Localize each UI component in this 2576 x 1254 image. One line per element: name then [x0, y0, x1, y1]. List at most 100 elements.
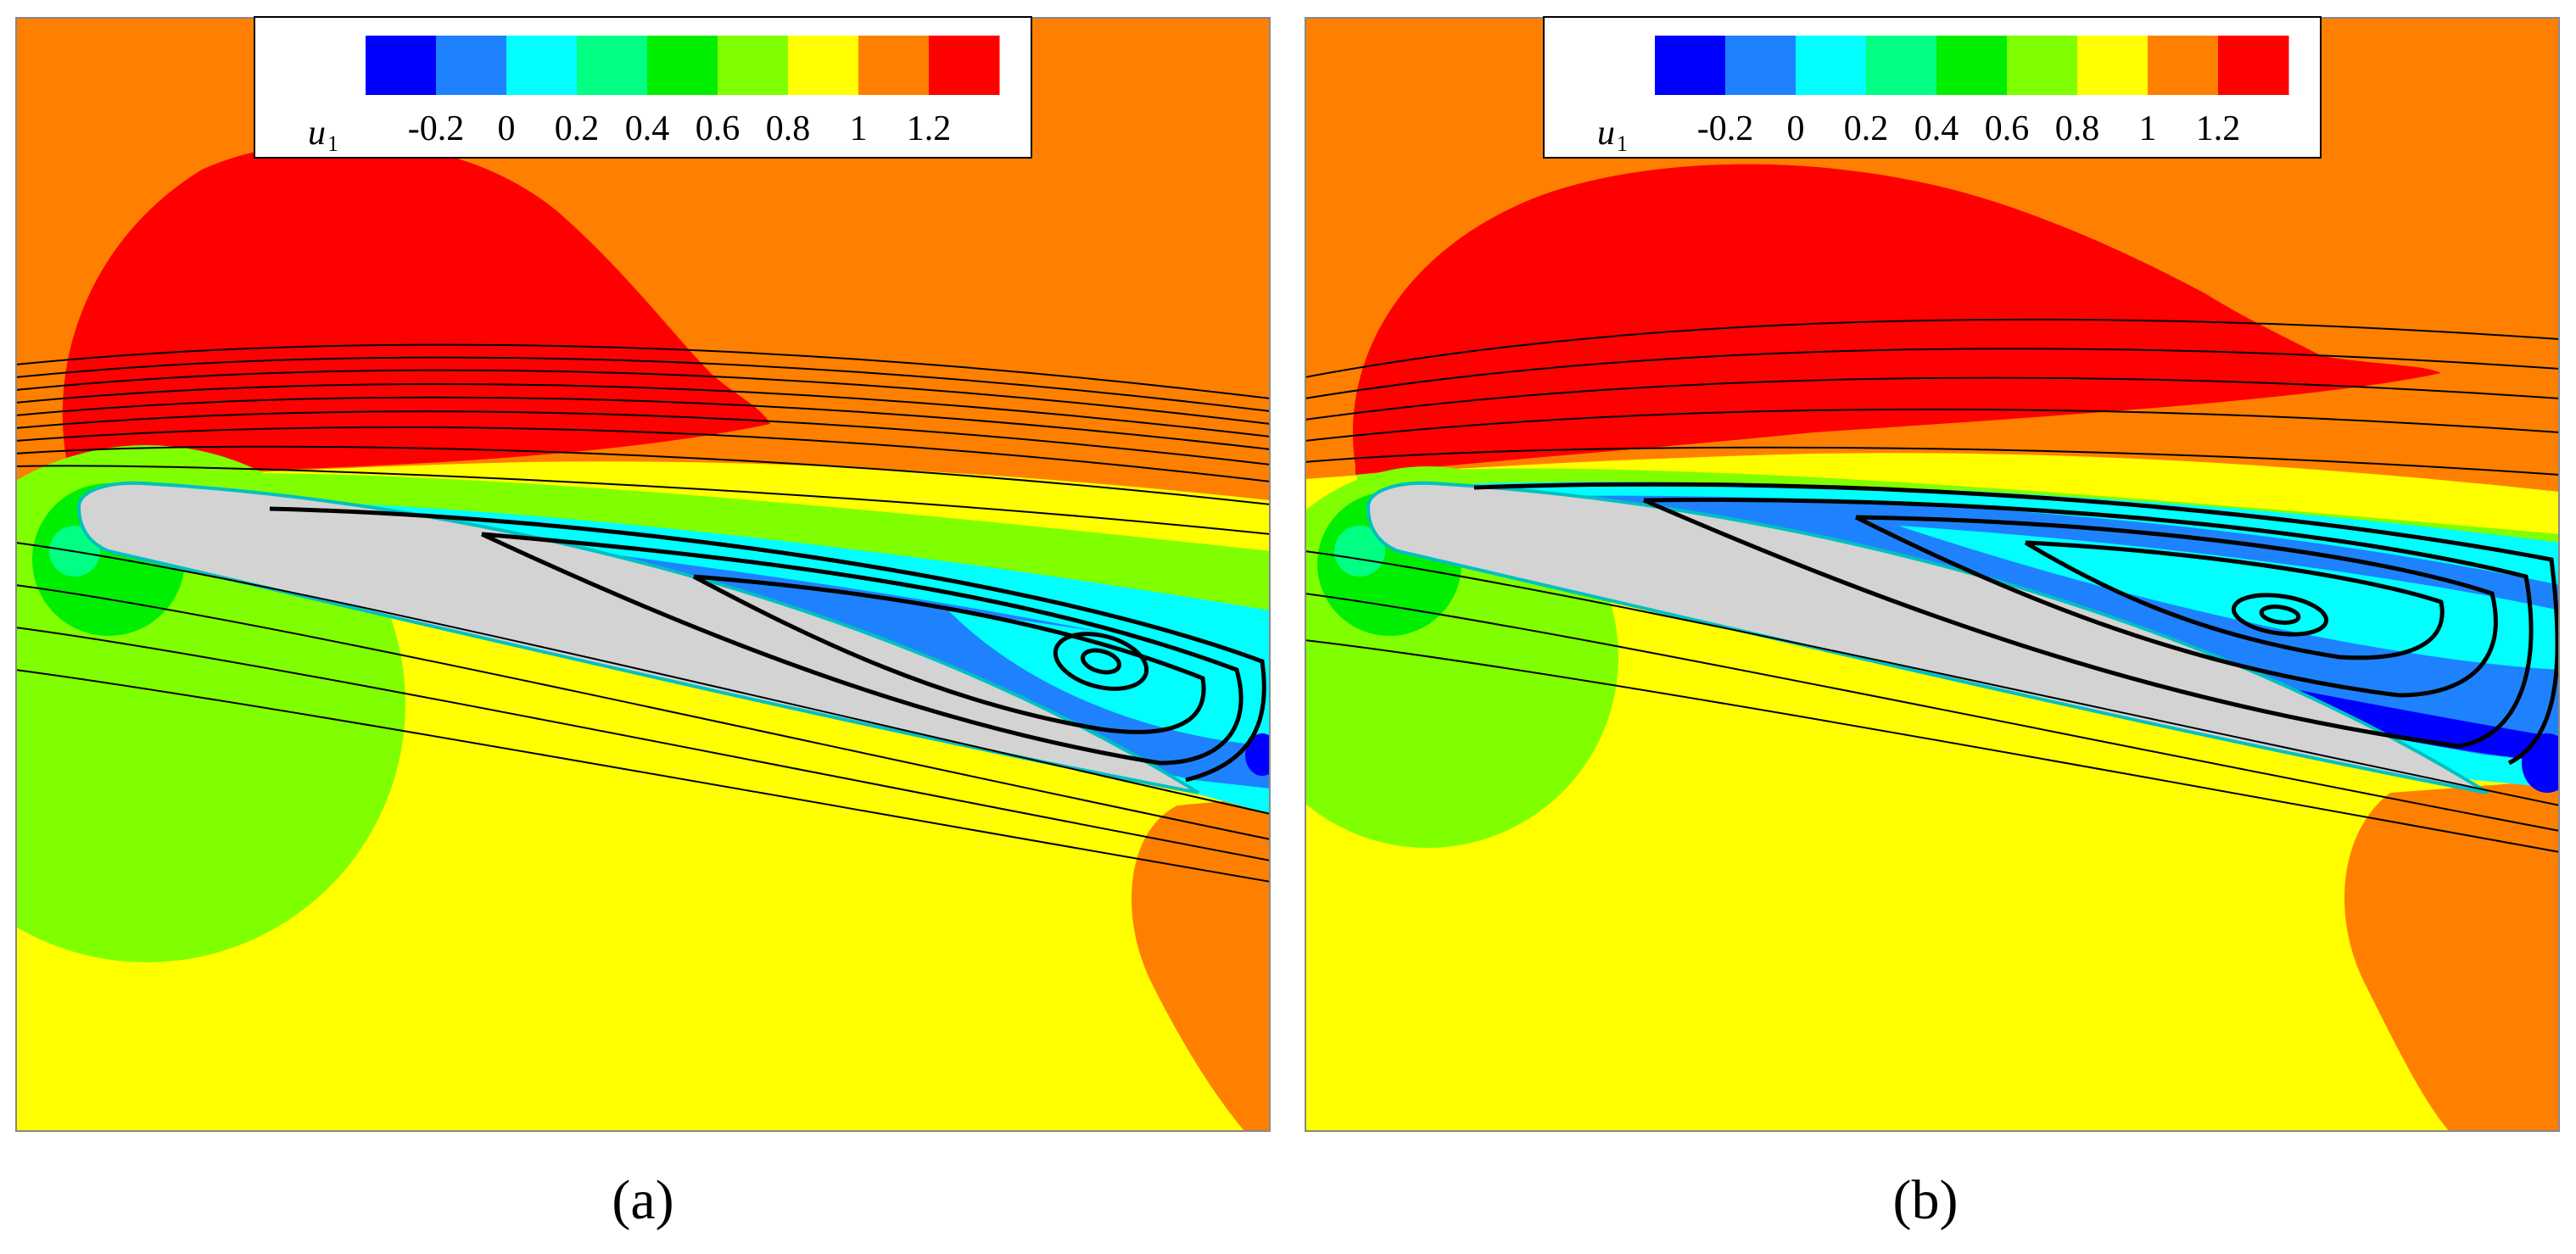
- region-cyan-stagnation: [1334, 526, 1385, 577]
- colorbar-swatch: [647, 36, 718, 95]
- streamline: [1305, 593, 2560, 832]
- caption-a-text: (a): [612, 1169, 674, 1231]
- streamlines-lower: [1305, 550, 2560, 853]
- colorbar-swatch: [2218, 36, 2289, 95]
- colorbar-swatch: [1655, 36, 1726, 95]
- vortex-loop: [269, 506, 1266, 783]
- colorbar-swatch: [788, 36, 859, 95]
- colorbar-tick-label: 1: [2139, 109, 2157, 148]
- region-red-suction: [1352, 164, 2441, 475]
- colorbar-ticks: -0.2 0 0.2 0.4 0.6 0.8 1 1.2: [408, 109, 952, 148]
- streamline: [1305, 348, 2560, 399]
- vortex-loop: [692, 574, 1206, 734]
- colorbar-swatch: [2148, 36, 2219, 95]
- vortex-streamlines: [269, 506, 1266, 783]
- colorbar-ticks: -0.2 0 0.2 0.4 0.6 0.8 1 1.2: [1697, 109, 2241, 148]
- colorbar-tick-label: 1.2: [907, 109, 952, 148]
- panel-a: -0.2 0 0.2 0.4 0.6 0.8 1 1.2 u 1: [15, 0, 1271, 1132]
- streamlines-upper: [1305, 318, 2560, 476]
- region-trailing-blue: [1245, 733, 1271, 776]
- colorbar-swatch: [1866, 36, 1937, 95]
- airfoil-b: [1366, 481, 2489, 794]
- colorbar-swatch: [2077, 36, 2149, 95]
- colorbar-swatches: [1655, 36, 2289, 95]
- streamline: [15, 627, 1271, 861]
- colorbar-swatch: [929, 36, 1000, 95]
- colorbar-a: -0.2 0 0.2 0.4 0.6 0.8 1 1.2 u 1: [254, 16, 1032, 159]
- region-red-suction: [62, 142, 771, 475]
- streamline: [15, 426, 1271, 482]
- colorbar-swatch: [436, 36, 507, 95]
- colorbar-tick-label: 0: [498, 109, 516, 148]
- colorbar-tick-label: 1.2: [2196, 109, 2241, 148]
- region-separation-cyan-core: [1898, 526, 2560, 670]
- colorbar-swatch: [506, 36, 578, 95]
- streamline: [15, 383, 1271, 438]
- colorbar-variable-subscript: 1: [1617, 131, 1628, 156]
- region-yellow-lower: [338, 610, 1271, 1132]
- contour-plot-b: -0.2 0 0.2 0.4 0.6 0.8 1 1.2 u 1: [1305, 16, 2560, 1132]
- streamline: [15, 410, 1271, 465]
- colorbar-tick-label: 0: [1787, 109, 1805, 148]
- colorbar-swatches: [366, 36, 1000, 95]
- streamline: [1305, 639, 2560, 853]
- vortex-core: [2259, 605, 2301, 625]
- vortex-loop: [2024, 540, 2445, 660]
- contour-plot-a: -0.2 0 0.2 0.4 0.6 0.8 1 1.2 u 1: [15, 16, 1271, 1132]
- colorbar-swatch: [366, 36, 437, 95]
- panel-b: -0.2 0 0.2 0.4 0.6 0.8 1 1.2 u 1: [1305, 0, 2560, 1132]
- colorbar-tick-label: 0.6: [696, 109, 740, 148]
- colorbar-tick-label: -0.2: [408, 109, 465, 148]
- caption-a: (a): [558, 1168, 728, 1233]
- streamline: [15, 669, 1271, 883]
- streamline: [15, 343, 1271, 399]
- streamline: [15, 356, 1271, 412]
- vortex-loop: [1643, 498, 2534, 749]
- colorbar-tick-label: 0.4: [625, 109, 670, 148]
- streamline: [15, 396, 1271, 450]
- colorbar-tick-label: 0.2: [555, 109, 600, 148]
- vortex-loop: [1473, 482, 2560, 766]
- colorbar-tick-label: 1: [850, 109, 868, 148]
- streamline: [1305, 408, 2560, 442]
- colorbar-tick-label: 0.8: [766, 109, 811, 148]
- streamline: [1305, 446, 2560, 476]
- streamline: [1305, 318, 2560, 378]
- region-yellow-lower: [1517, 594, 2560, 1132]
- vortex-core: [1081, 648, 1121, 675]
- colorbar-swatch: [858, 36, 930, 95]
- streamline: [15, 584, 1271, 840]
- vortex-core: [1053, 632, 1149, 691]
- caption-b-text: (b): [1892, 1169, 1959, 1231]
- colorbar-tick-label: 0.8: [2055, 109, 2100, 148]
- colorbar-swatch: [2007, 36, 2078, 95]
- streamlines-lower: [15, 542, 1271, 883]
- colorbar-swatch: [577, 36, 648, 95]
- streamline: [1305, 376, 2560, 421]
- colorbar-tick-label: 0.2: [1844, 109, 1889, 148]
- vortex-loop: [1854, 515, 2498, 698]
- streamline: [15, 465, 1271, 535]
- streamline: [1305, 550, 2560, 806]
- colorbar-tick-label: 0.6: [1985, 109, 2030, 148]
- region-orange-lower: [1132, 797, 1271, 1132]
- vortex-streamlines: [1473, 482, 2560, 766]
- colorbar-tick-label: -0.2: [1697, 109, 1754, 148]
- region-separation-cyan-core: [948, 610, 1271, 746]
- streamlines-upper: [15, 343, 1271, 535]
- colorbar-swatch: [1725, 36, 1796, 95]
- caption-b: (b): [1841, 1168, 2010, 1233]
- colorbar-b: -0.2 0 0.2 0.4 0.6 0.8 1 1.2 u 1: [1543, 16, 2322, 159]
- colorbar-tick-label: 0.4: [1914, 109, 1959, 148]
- streamline: [15, 542, 1271, 815]
- colorbar-variable-subscript: 1: [327, 131, 338, 156]
- colorbar-swatch: [1936, 36, 2008, 95]
- streamline: [15, 445, 1271, 505]
- vortex-core: [2231, 593, 2329, 637]
- colorbar-variable-label: u: [308, 114, 326, 153]
- colorbar-swatch: [1796, 36, 1867, 95]
- colorbar-swatch: [718, 36, 789, 95]
- vortex-loop: [480, 532, 1243, 766]
- streamline: [15, 369, 1271, 425]
- region-orange-lower: [2344, 780, 2560, 1132]
